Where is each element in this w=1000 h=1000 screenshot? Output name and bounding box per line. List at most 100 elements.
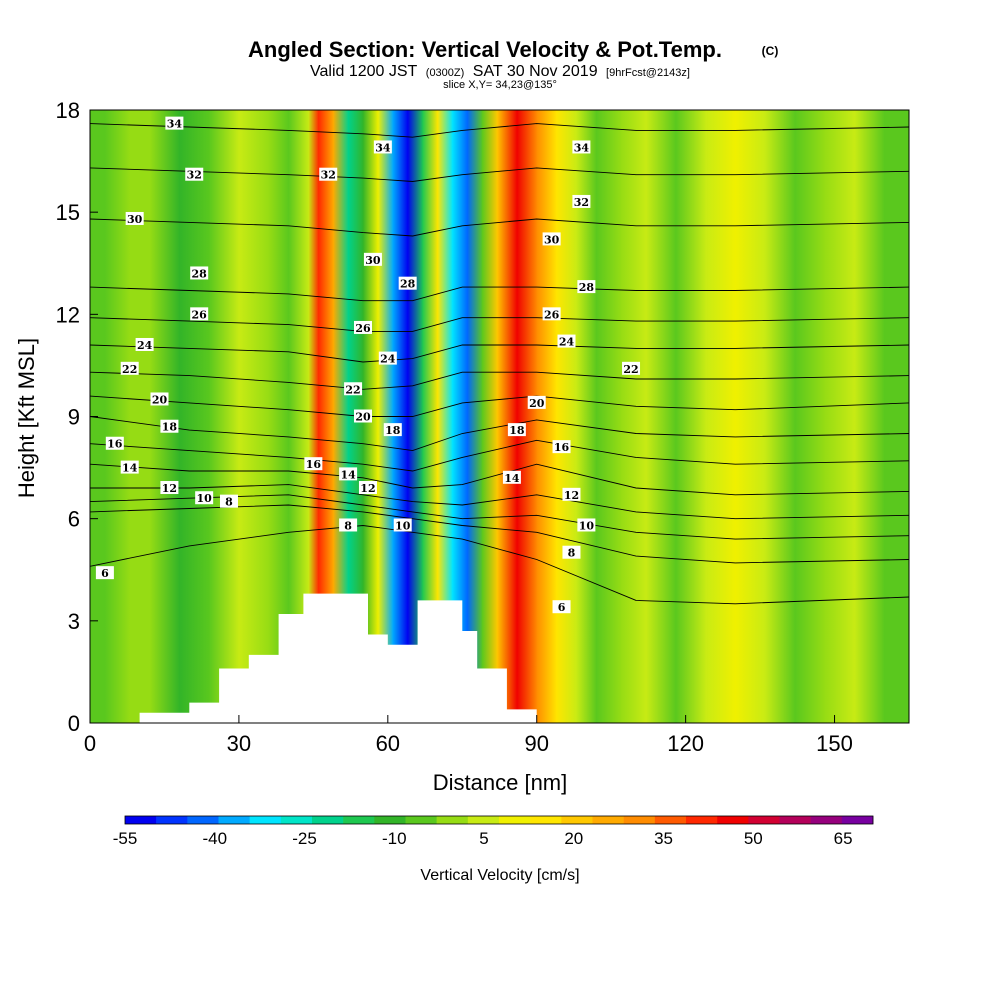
contour-label: 18 (160, 419, 179, 434)
contour-label-text: 18 (385, 424, 401, 437)
contour-label-text: 20 (152, 393, 168, 406)
contour-label-text: 14 (122, 462, 138, 475)
contour-label: 20 (527, 395, 546, 410)
colorbar-tick-label: -55 (113, 829, 138, 848)
colorbar-swatch (312, 816, 344, 824)
colorbar-tick-label: 5 (479, 829, 488, 848)
velocity-column (765, 110, 796, 723)
velocity-column (238, 110, 270, 723)
y-tick-label: 18 (56, 98, 80, 123)
contour-label-text: 22 (623, 363, 638, 376)
contour-label-text: 16 (306, 458, 322, 471)
contour-label-text: 30 (127, 213, 143, 226)
velocity-column (288, 110, 309, 723)
colorbar-swatch (592, 816, 624, 824)
contour-label: 12 (160, 481, 179, 495)
isentrope-18 (90, 416, 909, 452)
x-tick-label: 90 (524, 731, 548, 756)
colorbar-swatch (249, 816, 282, 824)
velocity-column (452, 110, 468, 723)
contour-label: 24 (557, 334, 576, 349)
colorbar-swatch (717, 816, 749, 824)
contour-label-text: 30 (544, 233, 560, 246)
contour-label-text: 6 (101, 567, 109, 580)
contour-label-text: 12 (162, 482, 177, 495)
isentrope-14 (90, 463, 909, 496)
colorbar-swatch (530, 816, 562, 824)
contour-label-text: 6 (558, 601, 566, 614)
velocity-column (794, 110, 826, 723)
velocity-column (705, 110, 736, 723)
colorbar-swatch (561, 816, 593, 824)
colorbar-swatch (436, 816, 469, 824)
velocity-column (437, 110, 453, 723)
isentrope-12 (90, 484, 909, 520)
velocity-column (675, 110, 706, 723)
contour-label: 26 (190, 307, 209, 321)
contour-label-text: 28 (400, 278, 416, 291)
x-tick-label: 60 (376, 731, 400, 756)
colorbar: -55 -40 -25 -10 5 20 35 50 65 (113, 815, 874, 848)
colorbar-swatch (654, 816, 687, 824)
y-tick-label: 9 (68, 405, 80, 430)
contour-label: 14 (339, 467, 358, 481)
x-tick-label: 0 (84, 731, 96, 756)
contour-label: 28 (398, 276, 417, 291)
terrain-shape (90, 593, 909, 723)
contour-label-text: 26 (544, 308, 560, 321)
velocity-column (407, 110, 424, 723)
y-tick-label: 6 (68, 507, 80, 532)
velocity-column (149, 110, 180, 723)
contour-label: 8 (339, 518, 358, 532)
contour-label: 6 (552, 600, 571, 614)
velocity-column (268, 110, 290, 723)
contour-label: 26 (354, 320, 372, 335)
contour-label: 14 (502, 470, 521, 485)
velocity-column (467, 110, 483, 723)
isentrope-24 (90, 344, 909, 363)
vertical-velocity-field (90, 110, 909, 723)
chart-title: Angled Section: Vertical Velocity & Pot.… (248, 37, 722, 62)
contour-label-text: 10 (579, 519, 595, 532)
contour-label: 20 (354, 409, 372, 424)
velocity-column (104, 110, 131, 723)
y-tick-label: 0 (68, 711, 80, 736)
contour-label-text: 10 (197, 492, 213, 505)
contour-label: 24 (135, 337, 154, 352)
isentrope-22 (90, 371, 909, 390)
colorbar-swatch (748, 816, 780, 824)
subtitle-date: SAT 30 Nov 2019 (473, 63, 598, 80)
velocity-column (333, 110, 349, 723)
contour-label-text: 28 (192, 267, 208, 280)
contour-label-text: 20 (529, 397, 545, 410)
contour-label: 16 (304, 457, 323, 471)
velocity-column (308, 110, 319, 723)
contour-label: 12 (562, 487, 581, 502)
contour-label-text: 32 (574, 196, 589, 209)
contour-label: 8 (562, 545, 581, 560)
colorbar-swatch (499, 816, 531, 824)
colorbar-tick-label: 50 (744, 829, 763, 848)
plot-area (90, 110, 909, 723)
contour-label-text: 28 (579, 281, 595, 294)
contour-label: 18 (383, 423, 402, 437)
contour-label-text: 8 (344, 519, 352, 532)
colorbar-swatch (218, 816, 250, 824)
colorbar-swatch (841, 816, 874, 824)
contour-label: 12 (358, 481, 377, 495)
isentrope-10 (90, 494, 909, 540)
velocity-column (179, 110, 210, 723)
x-tick-label: 150 (816, 731, 853, 756)
contour-label: 32 (572, 194, 591, 209)
velocity-column (596, 110, 622, 723)
velocity-column (536, 110, 558, 723)
contour-label-text: 8 (568, 547, 576, 560)
contour-label: 26 (542, 307, 561, 321)
colorbar-tick-label: 20 (564, 829, 583, 848)
velocity-column (516, 110, 538, 723)
contour-label-text: 10 (395, 519, 411, 532)
colorbar-swatch (623, 816, 656, 824)
subtitle-utc: (0300Z) (426, 67, 465, 79)
colorbar-tick-label: -10 (382, 829, 407, 848)
colorbar-swatch (810, 816, 843, 824)
